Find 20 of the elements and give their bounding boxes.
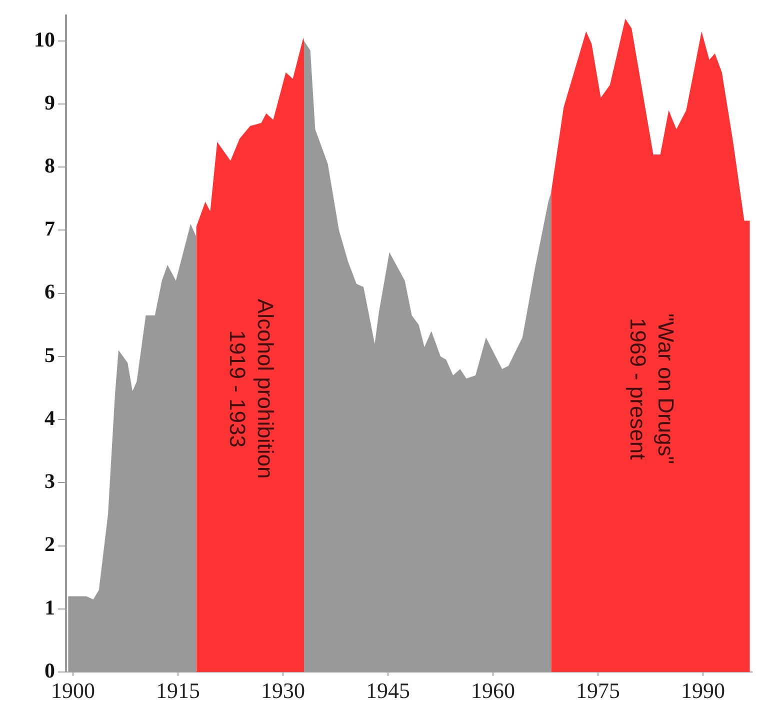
y-tick-label: 7 — [44, 216, 55, 241]
y-tick-label: 1 — [44, 595, 55, 620]
annotation: "War on Drugs" — [653, 314, 678, 464]
y-tick-label: 9 — [44, 90, 55, 114]
y-tick-label: 2 — [44, 532, 55, 556]
y-tick-label: 5 — [44, 342, 55, 367]
annotation: 1969 - present — [625, 318, 650, 460]
y-tick-label: 10 — [34, 27, 55, 52]
y-tick-label: 4 — [44, 406, 56, 430]
y-tick-label: 8 — [44, 154, 55, 178]
x-tick-label: 1915 — [156, 678, 200, 703]
annotation: 1919 - 1933 — [225, 330, 250, 448]
x-tick-label: 1990 — [681, 678, 725, 703]
x-tick-label: 1975 — [576, 678, 620, 703]
y-tick-label: 3 — [44, 469, 55, 494]
x-tick-label: 1945 — [366, 678, 410, 703]
y-tick-label: 6 — [44, 280, 55, 304]
x-tick-label: 1930 — [261, 678, 305, 703]
x-tick-label: 1960 — [471, 678, 515, 703]
annotation: Alcohol prohibition — [253, 298, 278, 479]
